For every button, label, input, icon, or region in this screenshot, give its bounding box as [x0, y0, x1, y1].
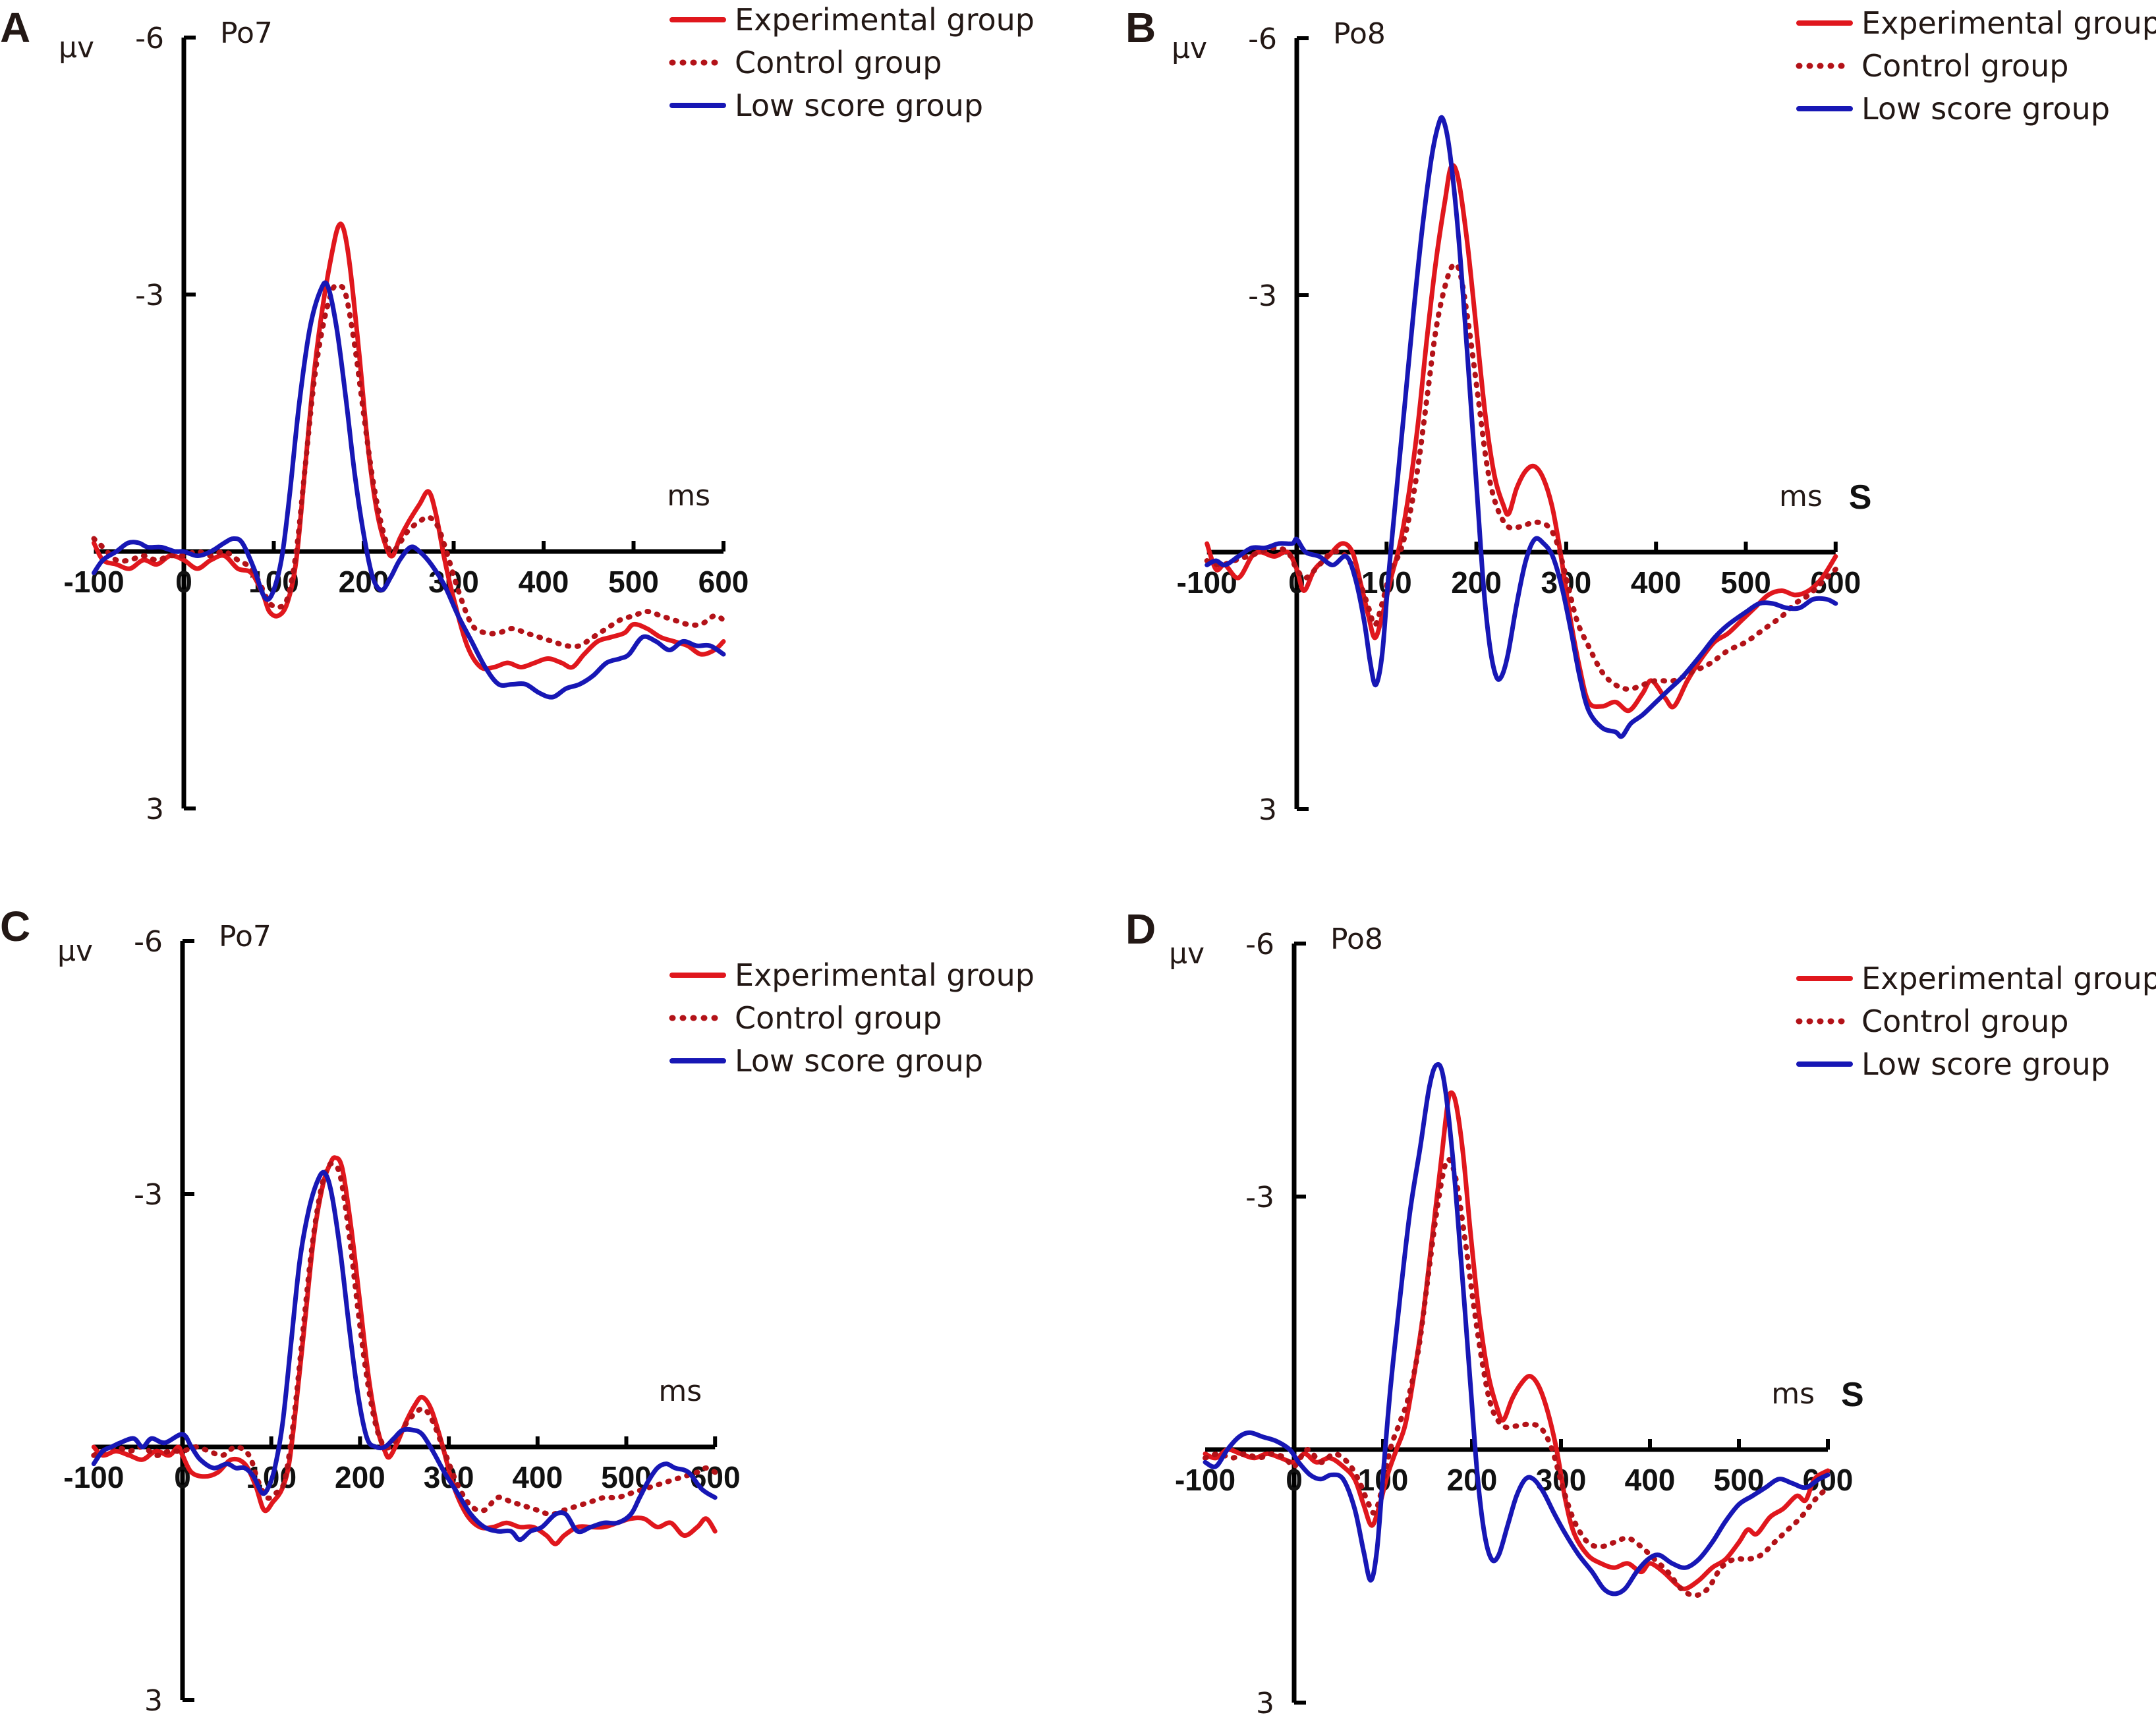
- x-tick-label: 600: [690, 1460, 741, 1494]
- series-experimental-group: [1203, 1090, 1830, 1591]
- series-control-group: [91, 283, 726, 650]
- annotation-text: S: [1841, 1376, 1864, 1414]
- x-tick-label: 400: [512, 1460, 563, 1494]
- series-low-score-group: [1205, 115, 1838, 739]
- electrode-label: Po7: [219, 920, 271, 953]
- series-low-score-group: [92, 280, 726, 700]
- panel-letter: B: [1125, 4, 1156, 51]
- x-unit-label: ms: [667, 479, 710, 513]
- series-control-group: [1203, 1156, 1830, 1598]
- series-experimental-group: [92, 221, 726, 671]
- x-tick-label: -100: [1177, 565, 1237, 600]
- legend: Experimental group Control group Low score…: [1796, 961, 2156, 1082]
- panel-letter: D: [1125, 905, 1156, 953]
- legend-label: Control group: [1861, 48, 2069, 84]
- y-tick-label: 3: [144, 1684, 163, 1718]
- x-tick-label: 600: [698, 565, 749, 599]
- legend: Experimental group Control group Low score…: [669, 2, 1035, 123]
- series-control-group: [91, 1161, 718, 1517]
- panel-c: Cμv Po7-6-33-100 0 100 200 300 400 500 600msExpe…: [0, 903, 1035, 1718]
- y-unit-label: μv: [59, 31, 94, 65]
- series-low-score-group: [91, 1170, 718, 1542]
- legend-label: Control group: [1861, 1004, 2069, 1039]
- y-tick-label: -3: [134, 1178, 163, 1212]
- y-tick-label: 3: [146, 793, 164, 826]
- y-tick-label: -6: [1245, 928, 1274, 961]
- y-tick-label: -3: [1248, 279, 1277, 313]
- y-tick-label: -6: [134, 925, 163, 959]
- legend-label: Low score group: [1861, 1046, 2110, 1082]
- x-tick-label: -100: [1175, 1463, 1235, 1497]
- x-tick-label: 400: [1631, 565, 1682, 600]
- annotation-text: S: [1849, 478, 1872, 517]
- y-tick-label: -6: [1248, 22, 1277, 56]
- panel-letter: C: [0, 903, 30, 950]
- legend-label: Low score group: [735, 1043, 983, 1079]
- series-control-group: [1204, 261, 1838, 692]
- legend-label: Experimental group: [1861, 961, 2156, 996]
- x-tick-label: 0: [1286, 1463, 1303, 1497]
- electrode-label: Po7: [220, 16, 273, 50]
- x-tick-label: 200: [1451, 565, 1502, 600]
- y-tick-label: -6: [135, 22, 164, 55]
- legend-label: Experimental group: [735, 2, 1035, 38]
- panel-letter: A: [0, 4, 30, 51]
- x-tick-label: 500: [1720, 565, 1771, 600]
- y-unit-label: μv: [57, 934, 93, 968]
- x-tick-label: 200: [339, 565, 389, 599]
- x-unit-label: ms: [1779, 480, 1823, 513]
- legend-label: Low score group: [1861, 91, 2110, 127]
- series-low-score-group: [1203, 1061, 1830, 1597]
- electrode-label: Po8: [1333, 17, 1386, 51]
- legend-label: Low score group: [735, 88, 983, 123]
- electrode-label: Po8: [1330, 922, 1383, 956]
- x-tick-label: 400: [519, 565, 569, 599]
- x-tick-label: 400: [1625, 1463, 1676, 1497]
- y-tick-label: 3: [1259, 793, 1277, 827]
- legend-label: Control group: [735, 1000, 942, 1036]
- y-unit-label: μv: [1172, 32, 1207, 65]
- x-tick-label: 200: [1447, 1463, 1498, 1497]
- y-unit-label: μv: [1169, 937, 1205, 971]
- y-tick-label: 3: [1256, 1687, 1274, 1720]
- x-unit-label: ms: [658, 1374, 702, 1408]
- legend-label: Experimental group: [735, 957, 1035, 993]
- legend: Experimental group Control group Low score…: [669, 957, 1035, 1079]
- series-experimental-group: [1205, 163, 1838, 714]
- legend-label: Experimental group: [1861, 5, 2156, 41]
- legend-label: Control group: [735, 45, 942, 80]
- x-tick-label: 200: [335, 1460, 385, 1494]
- legend: Experimental group Control group Low score…: [1796, 5, 2156, 127]
- x-unit-label: ms: [1771, 1377, 1815, 1411]
- x-tick-label: 0: [175, 565, 192, 599]
- y-tick-label: -3: [1245, 1181, 1274, 1214]
- x-tick-label: 500: [608, 565, 659, 599]
- y-tick-label: -3: [135, 279, 164, 312]
